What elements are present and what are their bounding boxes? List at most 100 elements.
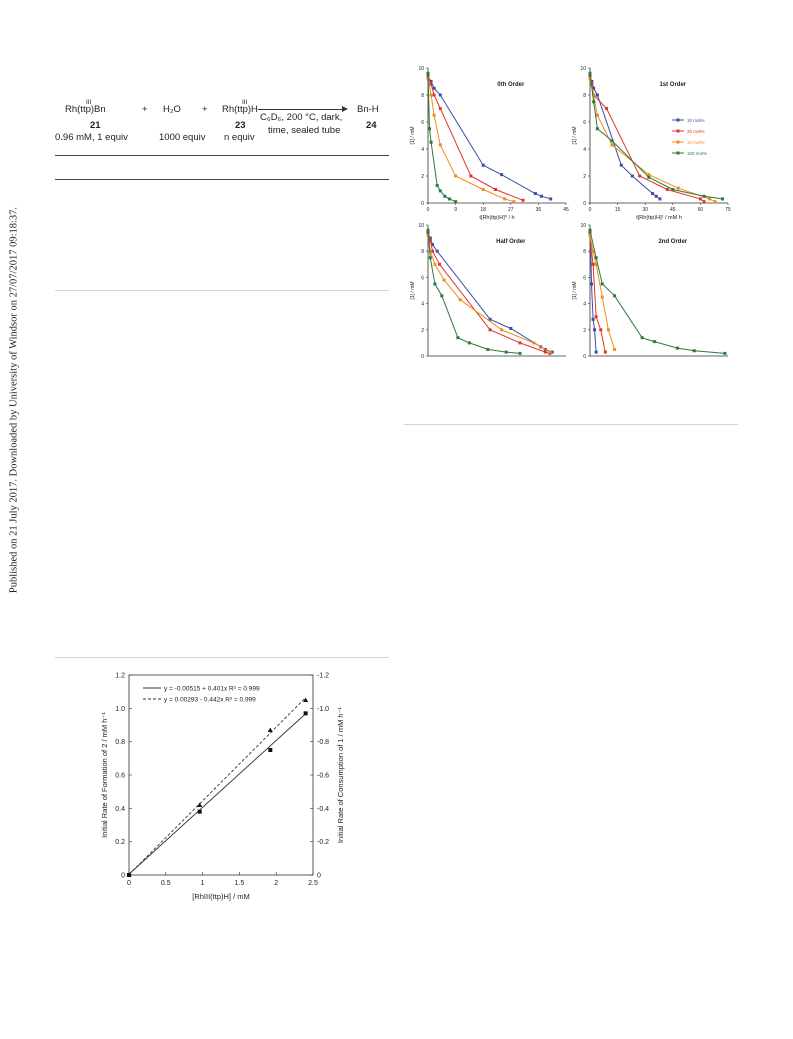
fit-line: [128, 697, 306, 875]
x-axis-label: t[Rh(ttp)H]¹ / mM h: [636, 215, 682, 221]
data-point: [428, 127, 432, 131]
data-point: [610, 143, 614, 147]
data-point: [504, 350, 508, 354]
data-point: [440, 294, 444, 298]
series-line: [427, 234, 551, 354]
data-point: [594, 350, 598, 354]
reaction-arrow: [258, 109, 346, 110]
data-point: [658, 197, 662, 201]
data-point: [588, 233, 592, 237]
data-point: [268, 748, 273, 752]
y2-tick-label: -0.2: [317, 839, 329, 846]
panel-title: Half Order: [496, 239, 526, 245]
data-point: [588, 77, 592, 81]
data-point: [590, 282, 594, 286]
x-tick-label: 1: [201, 880, 205, 887]
data-point: [518, 351, 522, 355]
x-tick-label: 60: [698, 207, 704, 213]
y2-axis-label: Initial Rate of Consumption of 1 / mM h⁻…: [336, 706, 345, 843]
scheme-top-rule: [55, 155, 389, 156]
data-point: [591, 249, 595, 253]
data-point: [518, 341, 522, 345]
y-axis-label: [1] / mM: [572, 126, 578, 144]
data-point: [488, 317, 492, 321]
y2-tick-label: -0.6: [317, 773, 329, 780]
data-point: [426, 228, 430, 232]
data-point: [500, 328, 504, 332]
y-tick-label: 2: [421, 174, 424, 180]
x-tick-label: 2.5: [308, 880, 318, 887]
x-tick-label: 36: [536, 207, 542, 213]
data-point: [438, 189, 442, 193]
x-tick-label: 0: [589, 207, 592, 213]
data-point: [590, 80, 594, 83]
data-point: [458, 298, 462, 302]
panel-title: 2nd Order: [658, 239, 687, 245]
data-point: [613, 347, 617, 351]
data-point: [592, 100, 596, 104]
series-line: [589, 234, 606, 353]
data-point: [433, 282, 437, 286]
data-point: [708, 197, 712, 201]
data-point: [429, 140, 433, 144]
data-point: [426, 71, 430, 75]
data-point: [593, 328, 597, 332]
x-tick-label: 1.5: [235, 880, 245, 887]
y-tick-label: 4: [583, 302, 586, 308]
data-point: [595, 93, 599, 97]
section-divider: [404, 424, 738, 425]
data-point: [702, 194, 706, 198]
y-tick-label: 0.8: [115, 739, 125, 746]
data-point: [533, 192, 537, 196]
data-point: [438, 93, 442, 97]
data-point: [429, 82, 433, 86]
x-tick-label: 9: [454, 207, 457, 213]
y-tick-label: 6: [421, 275, 424, 281]
y-tick-label: 8: [583, 93, 586, 99]
data-point: [592, 93, 596, 97]
x-tick-label: 75: [725, 207, 731, 213]
data-point: [428, 239, 432, 243]
data-point: [432, 93, 436, 97]
data-point: [432, 113, 436, 117]
series-line: [427, 235, 551, 353]
reactant-1-oxidation-state: III: [86, 99, 92, 106]
data-point: [600, 282, 604, 286]
x-axis-label: t[Rh(ttp)H]⁰ / h: [479, 214, 514, 221]
data-point: [651, 192, 655, 196]
legend-label: 10 mol%: [687, 118, 705, 123]
figure-divider: [55, 657, 389, 658]
y-tick-label: 10: [580, 66, 586, 72]
data-point: [438, 107, 442, 110]
legend-label: 100 mol%: [687, 151, 707, 156]
data-point: [592, 86, 596, 90]
y-tick-label: 4: [583, 147, 586, 153]
data-point: [500, 173, 504, 177]
product: Bn-H: [357, 104, 379, 115]
x-tick-label: 2: [274, 880, 278, 887]
data-point: [197, 802, 203, 807]
amount-reactant-1: 0.96 mM, 1 equiv: [55, 132, 128, 143]
data-point: [481, 163, 485, 167]
y-axis-label: Initial Rate of Formation of 2 / mM h⁻¹: [100, 712, 109, 838]
y-tick-label: 6: [583, 275, 586, 281]
data-point: [652, 340, 656, 344]
conditions-line-1: C₆D₆, 200 °C, dark,: [260, 112, 343, 123]
data-point: [698, 197, 702, 201]
data-point: [454, 174, 458, 178]
data-point: [428, 249, 432, 253]
legend-marker: [676, 118, 680, 122]
data-point: [428, 236, 432, 240]
reactant-3: Rh(ttp)H: [222, 104, 258, 115]
initial-rate-plot: 0 00.2 -0.20.4 -0.40.6 -0.60.8 -0.81.0 -1.01.2…: [100, 673, 345, 902]
y2-tick-label: -1.2: [317, 673, 329, 680]
data-point: [509, 326, 513, 330]
series-line: [427, 75, 551, 200]
series-line: [427, 73, 456, 203]
data-point: [521, 198, 525, 202]
arrow-head-icon: [342, 106, 348, 112]
data-point: [591, 262, 595, 266]
y2-tick-label: -0.4: [317, 806, 329, 813]
series-line: [589, 232, 597, 353]
data-point: [603, 350, 607, 354]
